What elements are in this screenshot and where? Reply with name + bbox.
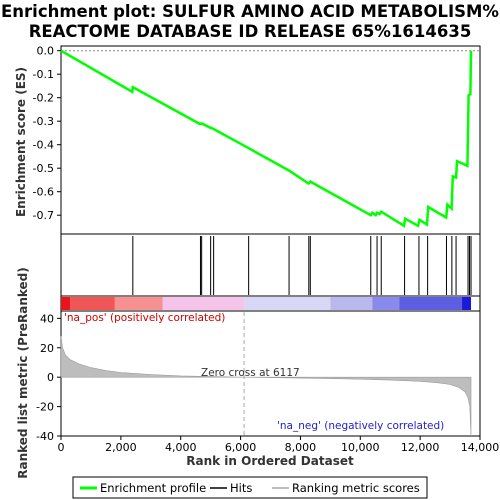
legend-box bbox=[72, 476, 428, 499]
color-band bbox=[69, 297, 115, 310]
color-band bbox=[244, 297, 331, 310]
neg-correlated-label: 'na_neg' (negatively correlated) bbox=[277, 420, 444, 432]
es-y-tick-label: -0.2 bbox=[33, 92, 54, 105]
x-tick-label: 2,000 bbox=[105, 441, 137, 454]
legend-profile-label: Enrichment profile bbox=[100, 481, 206, 495]
es-y-tick-label: -0.4 bbox=[33, 139, 54, 152]
color-band bbox=[61, 297, 70, 310]
x-tick-label: 4,000 bbox=[165, 441, 197, 454]
ranking-metric-area bbox=[60, 335, 472, 437]
x-tick-label: 0 bbox=[58, 441, 65, 454]
color-band bbox=[462, 297, 472, 310]
color-band bbox=[162, 297, 245, 310]
es-y-tick-label: -0.1 bbox=[33, 68, 54, 81]
color-band bbox=[330, 297, 373, 310]
hits-panel bbox=[60, 233, 481, 297]
x-tick-label: 10,000 bbox=[341, 441, 380, 454]
chart-title-line-2: REACTOME DATABASE ID RELEASE 65%1614635 bbox=[28, 22, 472, 41]
zero-cross-label: Zero cross at 6117 bbox=[201, 367, 300, 379]
metric-y-axis-label: Ranked list metric (PreRanked) bbox=[16, 267, 30, 479]
es-y-tick-label: -0.5 bbox=[33, 162, 54, 175]
color-band bbox=[372, 297, 400, 310]
metric-y-tick-label: 20 bbox=[40, 342, 54, 355]
pos-correlated-label: 'na_pos' (positively correlated) bbox=[64, 312, 225, 324]
es-y-tick-label: -0.3 bbox=[33, 115, 54, 128]
es-y-tick-label: -0.7 bbox=[33, 209, 54, 222]
legend-hits-label: Hits bbox=[230, 481, 252, 495]
x-tick-label: 12,000 bbox=[401, 441, 440, 454]
metric-y-tick-label: -20 bbox=[36, 401, 54, 414]
metric-y-tick-label: 40 bbox=[40, 312, 54, 325]
x-tick-label: 14,000 bbox=[461, 441, 500, 454]
metric-y-tick-label: 0 bbox=[47, 371, 54, 384]
rank-color-bar bbox=[61, 297, 472, 310]
x-tick-label: 6,000 bbox=[225, 441, 257, 454]
es-y-tick-label: -0.6 bbox=[33, 186, 54, 199]
x-axis-label: Rank in Ordered Dataset bbox=[186, 454, 354, 468]
es-panel bbox=[60, 45, 481, 235]
metric-y-tick-label: -40 bbox=[36, 430, 54, 443]
x-tick-label: 8,000 bbox=[285, 441, 317, 454]
color-band bbox=[399, 297, 463, 310]
legend-metric-label: Ranking metric scores bbox=[292, 481, 420, 495]
enrichment-profile-line bbox=[60, 49, 473, 228]
es-y-tick-label: 0.0 bbox=[37, 45, 55, 58]
es-y-axis-label: Enrichment score (ES) bbox=[14, 67, 28, 217]
chart-title-line-1: Enrichment plot: SULFUR AMINO ACID METAB… bbox=[1, 2, 499, 21]
color-band bbox=[114, 297, 163, 310]
